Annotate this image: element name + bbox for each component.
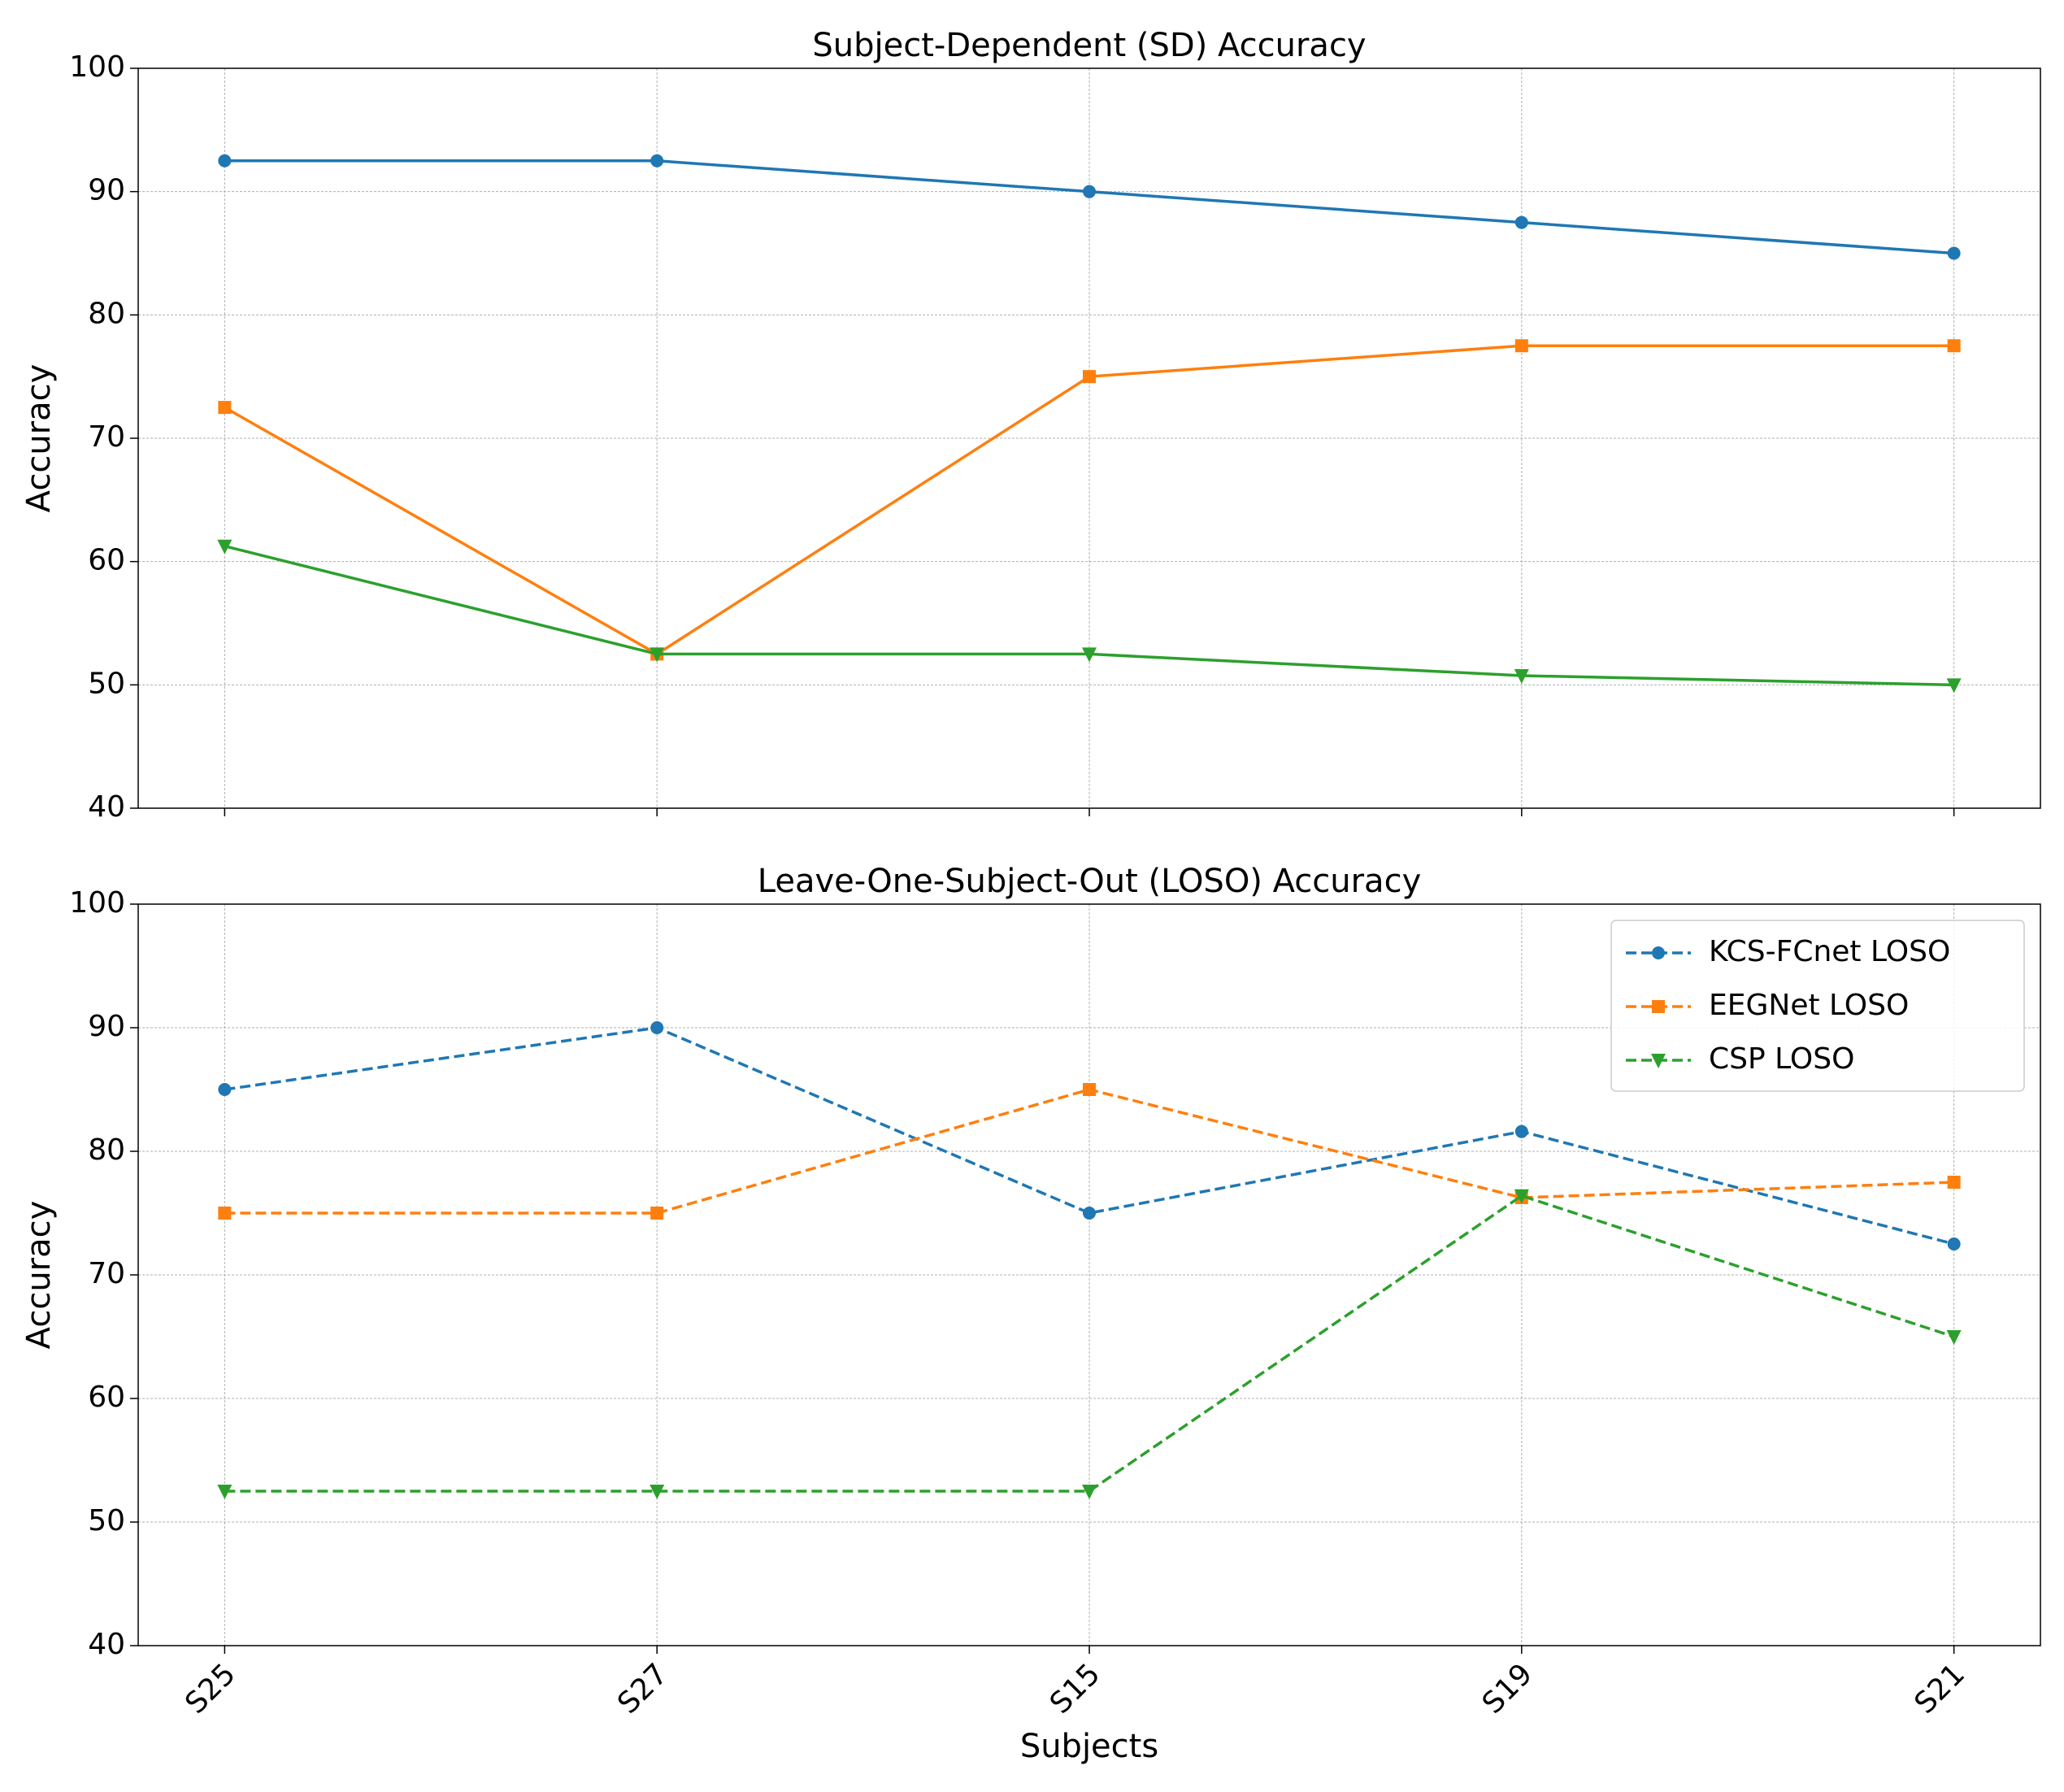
y-tick-label: 80 <box>88 1133 125 1167</box>
marker <box>218 154 232 167</box>
marker <box>1514 1189 1529 1204</box>
legend-label: KCS-FCnet LOSO <box>1709 935 1950 968</box>
marker <box>1946 1330 1962 1345</box>
marker <box>1947 1237 1961 1250</box>
marker <box>218 401 232 415</box>
marker <box>1082 1485 1097 1499</box>
legend-label: EEGNet LOSO <box>1709 989 1909 1022</box>
marker <box>217 539 232 555</box>
x-tick-label: S27 <box>611 1657 675 1720</box>
axis-label: Accuracy <box>20 1201 58 1350</box>
y-tick-label: 80 <box>88 297 125 330</box>
marker <box>650 1207 664 1220</box>
title: Leave-One-Subject-Out (LOSO) Accuracy <box>758 863 1421 900</box>
marker <box>1947 1176 1961 1189</box>
y-tick-label: 70 <box>88 420 125 454</box>
y-tick-label: 50 <box>88 667 125 700</box>
marker <box>650 1021 664 1034</box>
x-tick-label: S21 <box>1909 1657 1972 1720</box>
marker <box>1652 1000 1665 1013</box>
marker <box>1652 946 1665 959</box>
plot-frame <box>137 903 2041 1646</box>
y-tick-label: 100 <box>69 886 125 920</box>
x-tick-label: S19 <box>1476 1657 1540 1720</box>
marker <box>650 647 665 663</box>
marker <box>1082 647 1097 663</box>
marker <box>1083 185 1096 198</box>
marker <box>1514 215 1528 229</box>
y-tick-label: 100 <box>69 50 125 84</box>
y-tick-label: 90 <box>88 174 125 207</box>
marker <box>1514 1124 1528 1138</box>
marker <box>1083 1083 1096 1096</box>
marker <box>650 154 664 167</box>
plot-frame <box>137 67 2041 809</box>
marker <box>1083 1207 1096 1220</box>
marker <box>217 1485 232 1499</box>
title: Subject-Dependent (SD) Accuracy <box>812 27 1366 64</box>
marker <box>1083 370 1096 384</box>
series-line <box>224 1194 1955 1493</box>
legend-box <box>1610 920 2025 1092</box>
marker <box>1514 668 1529 684</box>
y-tick-label: 60 <box>88 544 125 577</box>
x-tick-label: S25 <box>179 1657 242 1720</box>
axis-label: Subjects <box>1020 1728 1158 1765</box>
x-tick-label: S15 <box>1044 1657 1107 1720</box>
y-tick-label: 60 <box>88 1381 125 1414</box>
y-tick-label: 90 <box>88 1010 125 1043</box>
marker <box>218 1083 232 1096</box>
marker <box>1947 246 1961 260</box>
axis-label: Accuracy <box>20 364 58 513</box>
y-tick-label: 70 <box>88 1257 125 1290</box>
marker <box>218 1207 232 1220</box>
marker <box>1946 678 1962 694</box>
marker <box>1947 339 1961 353</box>
marker <box>1514 339 1528 353</box>
marker <box>1651 1054 1666 1068</box>
y-tick-label: 40 <box>88 1628 125 1661</box>
marker <box>650 1485 665 1499</box>
legend-label: CSP LOSO <box>1709 1042 1854 1076</box>
y-tick-label: 40 <box>88 790 125 824</box>
y-tick-label: 50 <box>88 1504 125 1538</box>
